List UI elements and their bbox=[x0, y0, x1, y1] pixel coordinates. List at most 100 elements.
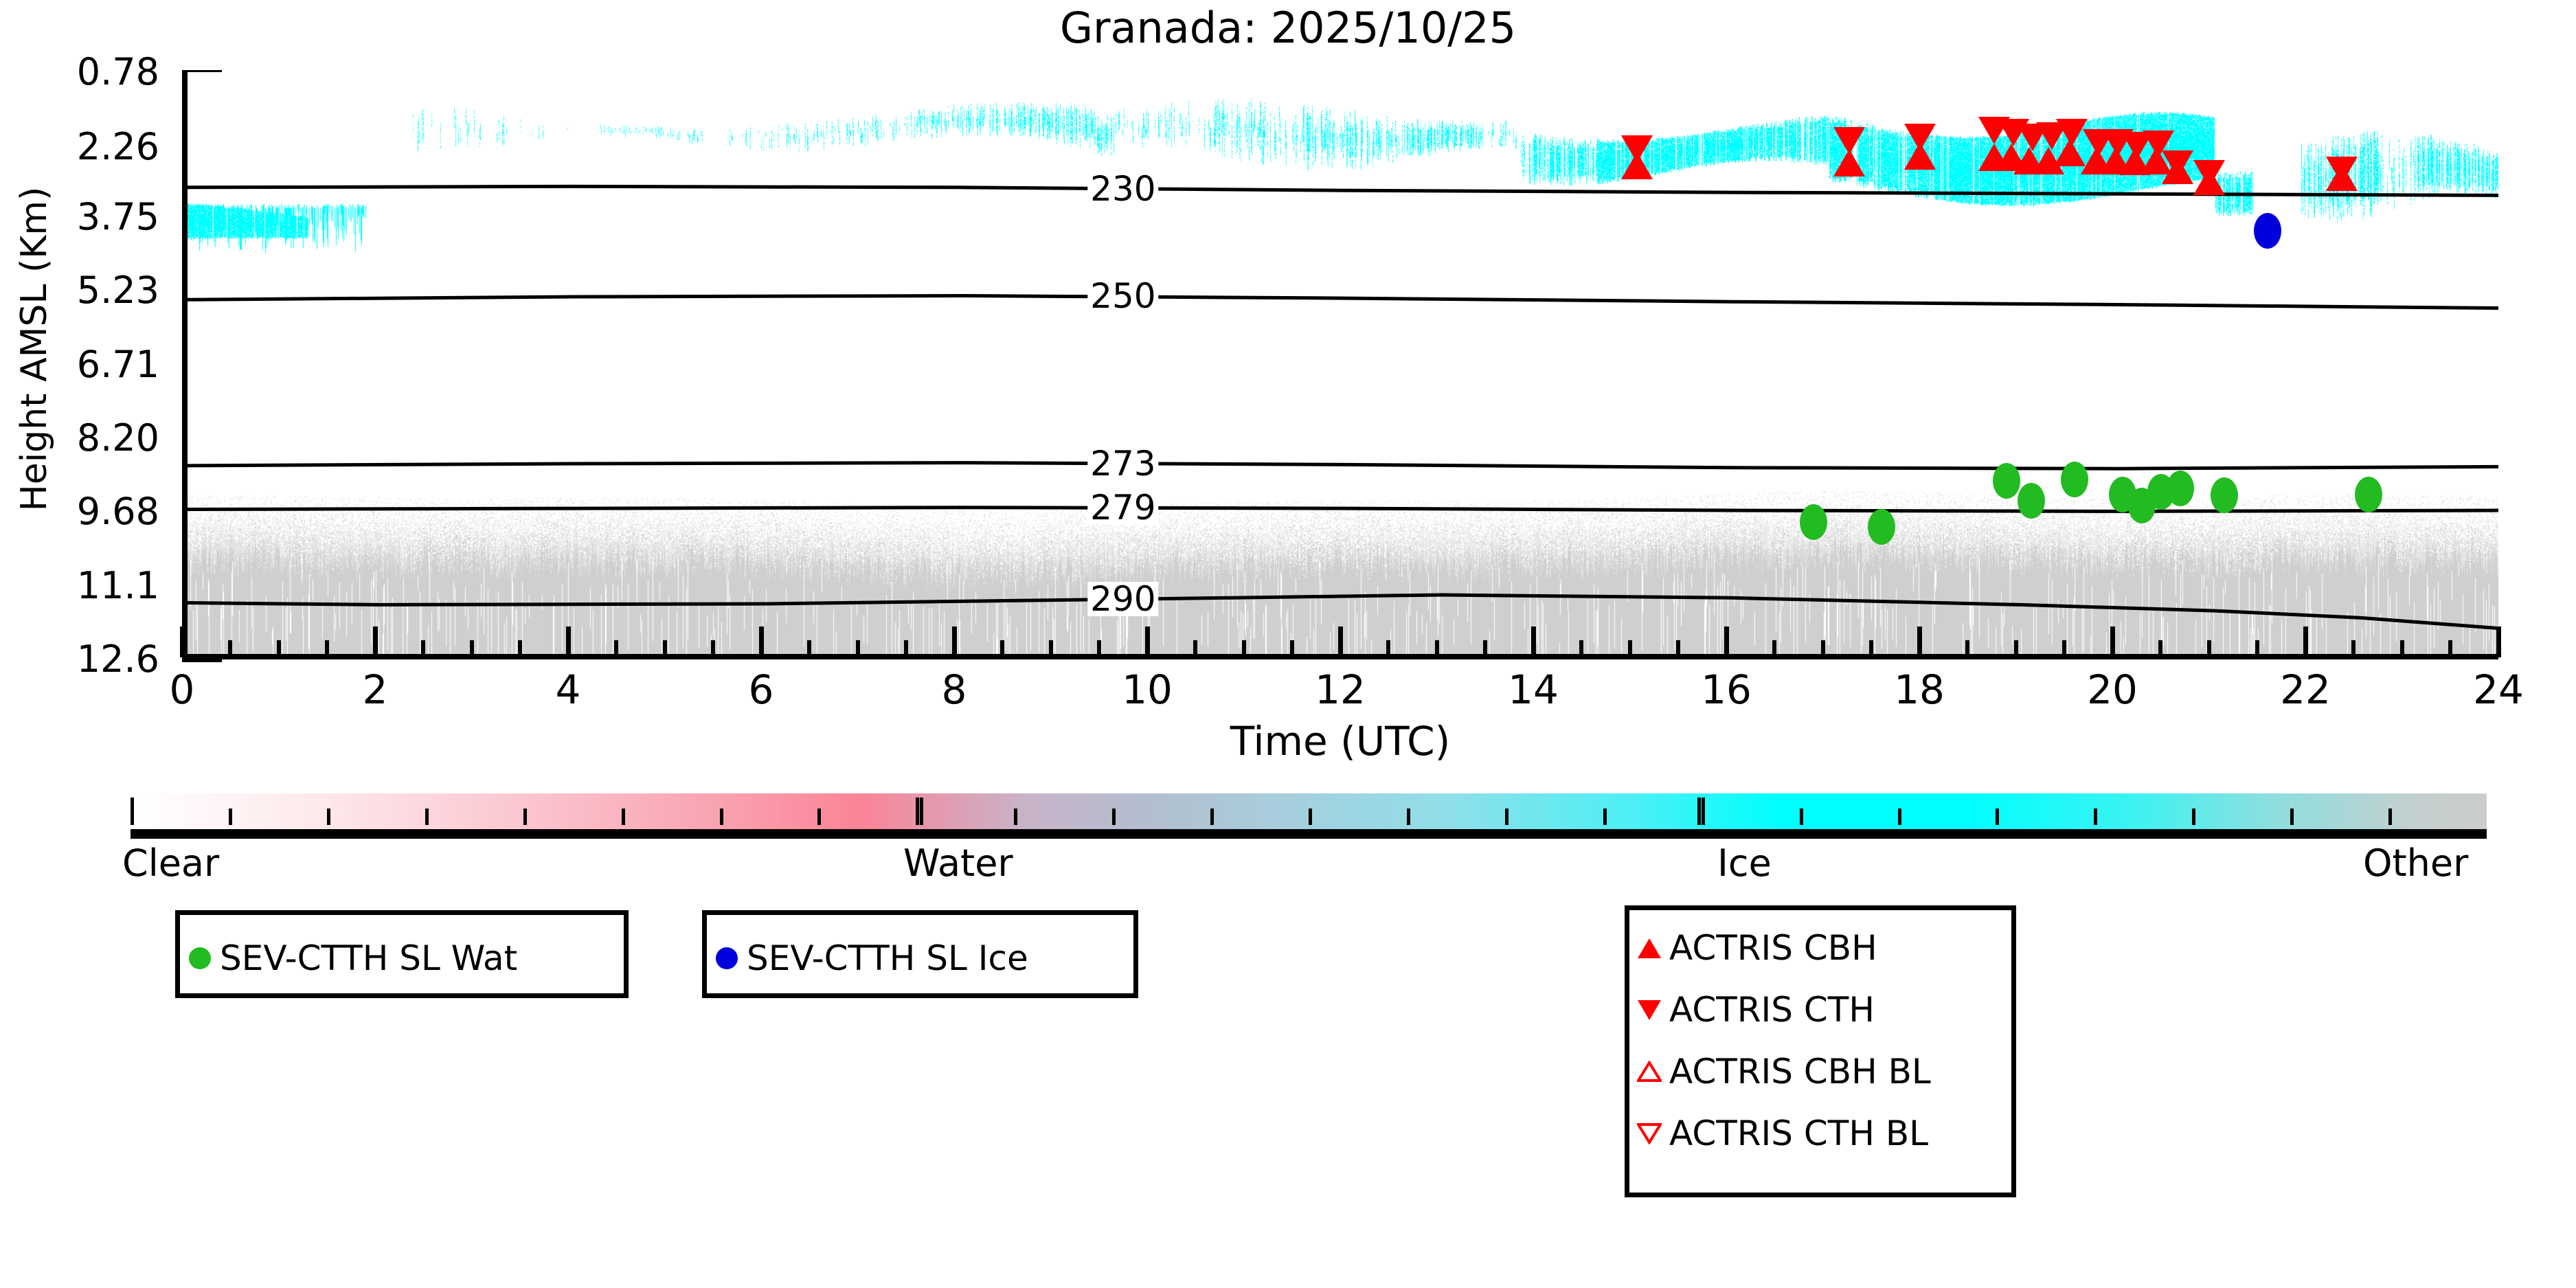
marker-sev-ctth-sl-wat bbox=[2210, 477, 2238, 514]
x-tick-label: 20 bbox=[2087, 666, 2138, 713]
x-tick-label: 16 bbox=[1701, 666, 1752, 713]
legend-sev-ctth-sl-ice[interactable]: SEV-CTTH SL Ice bbox=[702, 910, 1138, 998]
marker-actris-cth bbox=[2162, 150, 2194, 178]
colorbar-tick-minor bbox=[719, 809, 723, 825]
x-tick-minor bbox=[662, 640, 667, 657]
x-tick-minor bbox=[1965, 640, 1970, 657]
green-circle-icon bbox=[180, 947, 220, 969]
x-tick-minor bbox=[903, 640, 908, 657]
marker-sev-ctth-sl-wat bbox=[2017, 482, 2045, 519]
marker-sev-ctth-sl-wat bbox=[1993, 462, 2021, 499]
colorbar-tick-major bbox=[1701, 798, 1705, 825]
marker-actris-cth bbox=[2193, 160, 2226, 188]
x-tick bbox=[1724, 626, 1729, 657]
triangle-up-open-icon bbox=[1629, 1061, 1669, 1083]
y-tick-label: 5.23 bbox=[76, 269, 159, 313]
x-tick-label: 8 bbox=[941, 666, 967, 713]
x-tick-minor bbox=[807, 640, 812, 657]
colorbar-tick-minor bbox=[2388, 809, 2393, 825]
marker-sev-ctth-sl-wat bbox=[2355, 476, 2383, 512]
colorbar-baseline bbox=[131, 829, 2487, 839]
x-tick-minor bbox=[1579, 640, 1584, 657]
colorbar-tick-minor bbox=[2192, 809, 2196, 825]
colorbar-tick-minor bbox=[1603, 809, 1607, 825]
marker-sev-ctth-sl-wat bbox=[1867, 508, 1895, 545]
legend-actris[interactable]: ACTRIS CBH ACTRIS CTH ACTRIS CBH BL ACTR… bbox=[1625, 905, 2016, 1197]
colorbar-tick-minor bbox=[1014, 809, 1018, 825]
colorbar-tick-minor bbox=[1897, 809, 1901, 825]
x-tick bbox=[373, 626, 378, 657]
colorbar-tick-minor bbox=[1996, 809, 2000, 825]
x-tick-minor bbox=[324, 640, 329, 657]
x-tick-minor bbox=[1096, 640, 1101, 657]
x-tick bbox=[180, 626, 185, 657]
colorbar-tick-minor bbox=[2290, 809, 2294, 825]
x-tick bbox=[1917, 626, 1922, 657]
y-tick-label: 2.26 bbox=[76, 124, 159, 168]
y-tick bbox=[182, 657, 222, 662]
colorbar-tick-minor bbox=[1210, 809, 1214, 825]
isotherm-label-230: 230 bbox=[1087, 171, 1159, 206]
legend-label-actris-cth-bl: ACTRIS CTH BL bbox=[1669, 1114, 1929, 1153]
marker-sev-ctth-sl-wat bbox=[2167, 471, 2195, 507]
colorbar-label-clear: Clear bbox=[122, 841, 220, 885]
colorbar-tick-minor bbox=[326, 809, 330, 825]
blue-circle-icon bbox=[707, 947, 747, 969]
isotherm-230 bbox=[188, 184, 2498, 197]
x-tick bbox=[1145, 626, 1150, 657]
colorbar-tick-minor bbox=[1799, 809, 1803, 825]
x-tick-minor bbox=[1241, 640, 1246, 657]
legend-label-sev-ice: SEV-CTTH SL Ice bbox=[747, 938, 1028, 978]
y-tick-label: 12.6 bbox=[76, 637, 159, 681]
y-tick-label: 3.75 bbox=[76, 195, 159, 239]
colorbar-tick-major bbox=[1697, 798, 1701, 825]
isotherm-label-250: 250 bbox=[1087, 278, 1159, 313]
x-tick-label: 4 bbox=[555, 666, 581, 713]
colorbar-tick-start bbox=[131, 798, 134, 825]
x-tick-minor bbox=[1000, 640, 1005, 657]
marker-actris-cth bbox=[2055, 119, 2088, 147]
colorbar-tick-major bbox=[920, 798, 924, 825]
x-tick-minor bbox=[1193, 640, 1198, 657]
data-markers bbox=[188, 72, 2498, 654]
x-tick-minor bbox=[421, 640, 426, 657]
x-tick-label: 0 bbox=[169, 666, 195, 713]
colorbar-label-water: Water bbox=[903, 841, 1013, 885]
colorbar-tick-minor bbox=[2094, 809, 2098, 825]
y-tick-label: 9.68 bbox=[76, 490, 159, 534]
legend-label-actris-cth: ACTRIS CTH bbox=[1669, 990, 1875, 1030]
x-tick-label: 2 bbox=[362, 666, 388, 713]
chart-title: Granada: 2025/10/25 bbox=[1059, 3, 1517, 53]
colorbar-tick-minor bbox=[621, 809, 625, 825]
x-tick bbox=[566, 626, 571, 657]
x-tick-minor bbox=[1820, 640, 1825, 657]
legend-sev-ctth-sl-wat[interactable]: SEV-CTTH SL Wat bbox=[175, 910, 629, 998]
x-tick-minor bbox=[2206, 640, 2211, 657]
marker-actris-cth bbox=[1903, 124, 1936, 152]
isotherm-label-279: 279 bbox=[1087, 490, 1159, 526]
marker-sev-ctth-sl-wat bbox=[2060, 462, 2088, 498]
isotherm-label-290: 290 bbox=[1087, 581, 1159, 616]
x-tick-label: 14 bbox=[1508, 666, 1559, 713]
legend-label-actris-cbh: ACTRIS CBH bbox=[1669, 928, 1877, 968]
x-tick-minor bbox=[1675, 640, 1680, 657]
x-tick-minor bbox=[1868, 640, 1873, 657]
x-tick-label: 22 bbox=[2280, 666, 2331, 713]
x-tick bbox=[2303, 626, 2308, 657]
x-tick-minor bbox=[1289, 640, 1294, 657]
x-tick-label: 6 bbox=[748, 666, 774, 713]
x-tick bbox=[952, 626, 957, 657]
marker-actris-cth bbox=[1621, 135, 1653, 163]
x-tick-label: 24 bbox=[2473, 666, 2524, 713]
isotherm-273 bbox=[188, 461, 2498, 471]
colorbar-tick-minor bbox=[1112, 809, 1116, 825]
marker-sev-ctth-sl-ice bbox=[2253, 213, 2281, 249]
x-tick bbox=[2496, 626, 2501, 657]
x-tick-minor bbox=[1434, 640, 1439, 657]
x-tick bbox=[759, 626, 764, 657]
x-tick-minor bbox=[614, 640, 619, 657]
marker-actris-cth bbox=[2325, 157, 2358, 185]
x-tick-minor bbox=[276, 640, 281, 657]
isotherm-250 bbox=[188, 293, 2498, 310]
